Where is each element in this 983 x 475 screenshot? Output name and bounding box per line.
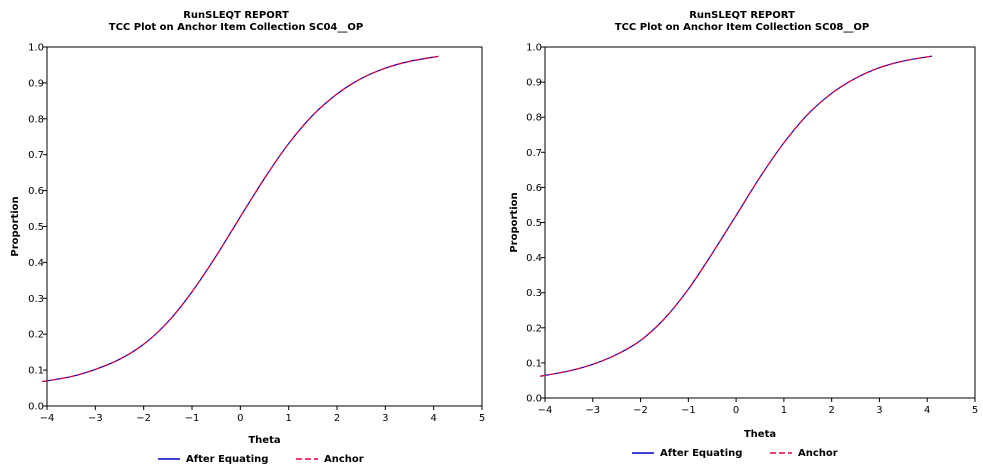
y-tick-label: 0.9	[526, 78, 542, 89]
x-tick-label: 4	[430, 413, 436, 424]
x-tick-label: 1	[285, 413, 291, 424]
x-tick-label: −4	[40, 413, 55, 424]
x-tick-label: −4	[538, 405, 553, 416]
x-tick-label: 2	[334, 413, 340, 424]
y-tick-label: 0.0	[526, 394, 542, 405]
y-tick-label: 0.0	[28, 402, 44, 413]
legend-label: After Equating	[660, 448, 742, 459]
x-tick-label: 5	[972, 405, 978, 416]
series-line-anchor	[42, 55, 439, 383]
plot-frame	[544, 46, 976, 399]
x-tick-label: 1	[781, 405, 787, 416]
x-tick-label: −1	[681, 405, 696, 416]
chart-title: RunSLEQT REPORT	[689, 10, 795, 21]
y-tick-label: 0.7	[526, 148, 542, 159]
y-tick-label: 0.1	[28, 366, 44, 377]
plot-frame	[46, 46, 483, 407]
x-tick-label: 4	[924, 405, 930, 416]
y-tick-label: 0.6	[526, 183, 542, 194]
x-tick-label: −3	[585, 405, 600, 416]
legend-label: After Equating	[186, 454, 268, 465]
y-tick-label: 0.2	[526, 323, 542, 334]
y-tick-label: 0.2	[28, 330, 44, 341]
legend-label: Anchor	[798, 448, 838, 459]
chart-title: RunSLEQT REPORT	[183, 10, 289, 21]
y-tick-label: 0.7	[28, 150, 44, 161]
y-tick-label: 0.8	[526, 113, 542, 124]
x-tick-label: −2	[633, 405, 648, 416]
x-axis-label: Theta	[248, 435, 280, 446]
y-tick-label: 0.6	[28, 186, 44, 197]
y-axis-label: Proportion	[10, 196, 21, 256]
x-tick-label: 2	[828, 405, 834, 416]
x-tick-label: −2	[136, 413, 151, 424]
x-tick-label: −3	[88, 413, 103, 424]
series-line-after-equating	[42, 55, 439, 383]
y-tick-label: 0.3	[28, 294, 44, 305]
x-tick-label: 3	[382, 413, 388, 424]
chart-subtitle: TCC Plot on Anchor Item Collection SC04_…	[109, 22, 363, 33]
y-tick-label: 0.1	[526, 358, 542, 369]
y-tick-label: 0.9	[28, 78, 44, 89]
legend-label: Anchor	[324, 454, 364, 465]
y-tick-label: 0.4	[526, 253, 542, 264]
x-axis-label: Theta	[744, 429, 776, 440]
y-tick-label: 1.0	[526, 43, 542, 54]
y-tick-label: 0.5	[526, 218, 542, 229]
x-tick-label: 5	[479, 413, 485, 424]
chart-subtitle: TCC Plot on Anchor Item Collection SC08_…	[615, 22, 869, 33]
y-tick-label: 0.4	[28, 258, 44, 269]
y-tick-label: 0.8	[28, 114, 44, 125]
x-tick-label: 0	[237, 413, 243, 424]
y-tick-label: 0.5	[28, 222, 44, 233]
y-axis-label: Proportion	[509, 192, 520, 252]
x-tick-label: 3	[876, 405, 882, 416]
y-tick-label: 1.0	[28, 43, 44, 54]
x-tick-label: −1	[185, 413, 200, 424]
series-line-anchor	[540, 55, 933, 377]
y-tick-label: 0.3	[526, 288, 542, 299]
x-tick-label: 0	[733, 405, 739, 416]
